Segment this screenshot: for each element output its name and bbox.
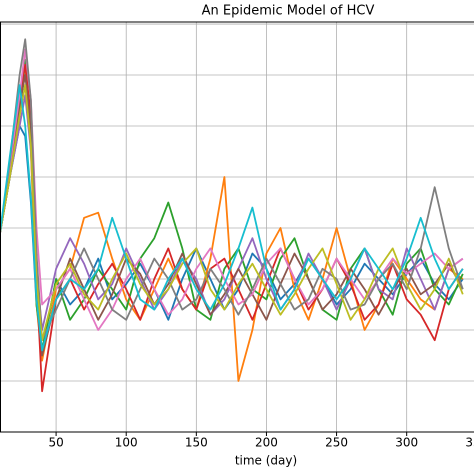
- series-line: [0, 58, 464, 352]
- x-tick-label: 350: [465, 436, 474, 450]
- x-axis-label: time (day): [235, 454, 297, 468]
- chart-title: An Epidemic Model of HCV: [202, 4, 375, 19]
- series-line: [0, 63, 464, 382]
- x-tick-label: 150: [185, 436, 208, 450]
- series-line: [0, 84, 464, 352]
- plot-frame: [0, 21, 474, 433]
- x-tick-label: 250: [325, 436, 348, 450]
- x-tick-label: 200: [255, 436, 278, 450]
- x-tick-label: 300: [395, 436, 418, 450]
- x-tick-label: 50: [48, 436, 63, 450]
- series-line: [0, 94, 464, 331]
- series-line: [0, 74, 464, 357]
- x-tick-label: 100: [115, 436, 138, 450]
